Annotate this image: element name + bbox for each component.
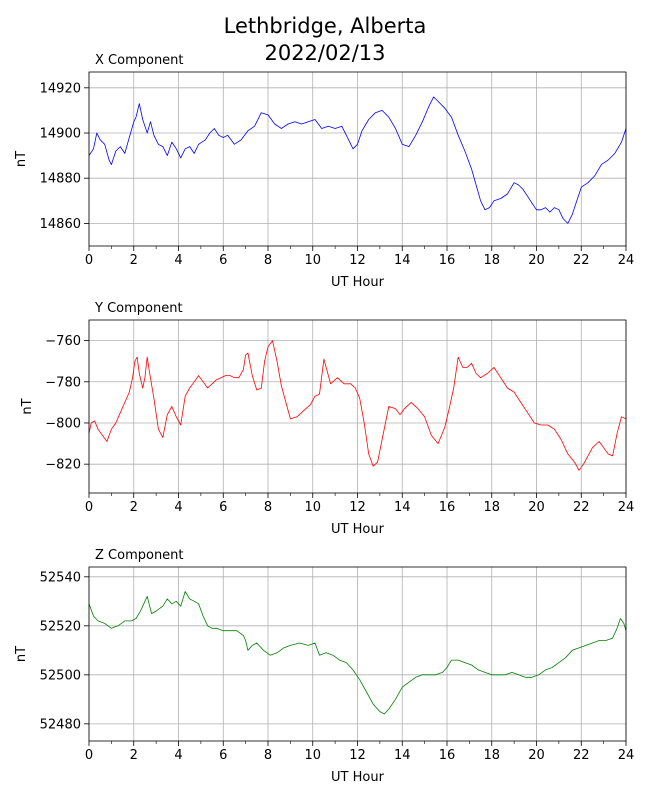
x-series-line xyxy=(88,96,627,224)
y-xtick-label-24: 24 xyxy=(618,500,635,515)
z-ylabel: nT xyxy=(14,646,29,662)
x-axes-frame xyxy=(88,71,627,247)
y-axes-frame xyxy=(88,319,627,494)
x-ytick-label-14900: 14900 xyxy=(40,127,81,142)
y-panel-title: Y Component xyxy=(94,301,183,316)
x-xtick-label-8: 8 xyxy=(264,253,272,268)
y-xtick-label-14: 14 xyxy=(394,500,411,515)
z-xtick-label-12: 12 xyxy=(349,748,366,763)
x-ytick-label-14920: 14920 xyxy=(40,81,81,96)
y-ytick-label--820: −820 xyxy=(45,458,81,473)
y-xtick-label-8: 8 xyxy=(264,500,272,515)
x-xtick-label-6: 6 xyxy=(219,253,227,268)
figure-subtitle-date: 2022/02/13 xyxy=(264,41,386,65)
y-xtick-label-0: 0 xyxy=(85,500,93,515)
y-xtick-label-6: 6 xyxy=(219,500,227,515)
x-ylabel: nT xyxy=(14,151,29,167)
z-ytick-label-52480: 52480 xyxy=(40,717,81,732)
x-ytick-label-14860: 14860 xyxy=(40,217,81,232)
y-xtick-label-20: 20 xyxy=(528,500,545,515)
y-ytick-label--800: −800 xyxy=(45,416,81,431)
x-xtick-label-18: 18 xyxy=(483,253,500,268)
z-xtick-label-16: 16 xyxy=(439,748,456,763)
x-xtick-label-2: 2 xyxy=(130,253,138,268)
z-series-line xyxy=(88,591,627,715)
y-xtick-label-10: 10 xyxy=(304,500,321,515)
z-xtick-label-20: 20 xyxy=(528,748,545,763)
z-xtick-label-18: 18 xyxy=(483,748,500,763)
z-xtick-label-10: 10 xyxy=(304,748,321,763)
z-xlabel: UT Hour xyxy=(331,770,385,785)
z-panel-title: Z Component xyxy=(95,548,184,563)
z-xtick-label-0: 0 xyxy=(85,748,93,763)
y-xtick-label-12: 12 xyxy=(349,500,366,515)
x-xtick-label-14: 14 xyxy=(394,253,411,268)
y-xlabel: UT Hour xyxy=(331,522,385,537)
z-xtick-label-14: 14 xyxy=(394,748,411,763)
z-xtick-label-22: 22 xyxy=(573,748,590,763)
z-xtick-label-4: 4 xyxy=(174,748,182,763)
x-xtick-label-20: 20 xyxy=(528,253,545,268)
y-xtick-label-2: 2 xyxy=(130,500,138,515)
z-ytick-label-52540: 52540 xyxy=(40,570,81,585)
x-xtick-label-16: 16 xyxy=(439,253,456,268)
x-ytick-label-14880: 14880 xyxy=(40,172,81,187)
x-xtick-label-12: 12 xyxy=(349,253,366,268)
z-xtick-label-2: 2 xyxy=(130,748,138,763)
y-xtick-label-4: 4 xyxy=(174,500,182,515)
z-ytick-label-52520: 52520 xyxy=(40,619,81,634)
y-ylabel: nT xyxy=(20,398,35,414)
z-xtick-label-8: 8 xyxy=(264,748,272,763)
x-xtick-label-24: 24 xyxy=(618,253,635,268)
z-xtick-label-6: 6 xyxy=(219,748,227,763)
x-xtick-label-0: 0 xyxy=(85,253,93,268)
z-axes-frame xyxy=(88,566,627,742)
y-xtick-label-16: 16 xyxy=(439,500,456,515)
x-xlabel: UT Hour xyxy=(331,275,385,290)
z-ytick-label-52500: 52500 xyxy=(40,668,81,683)
y-series-line xyxy=(88,340,627,471)
z-xtick-label-24: 24 xyxy=(618,748,635,763)
x-xtick-label-10: 10 xyxy=(304,253,321,268)
y-xtick-label-22: 22 xyxy=(573,500,590,515)
x-xtick-label-4: 4 xyxy=(174,253,182,268)
x-xtick-label-22: 22 xyxy=(573,253,590,268)
figure-title: Lethbridge, Alberta xyxy=(223,14,427,38)
y-ytick-label--780: −780 xyxy=(45,375,81,390)
y-ytick-label--760: −760 xyxy=(45,334,81,349)
y-xtick-label-18: 18 xyxy=(483,500,500,515)
